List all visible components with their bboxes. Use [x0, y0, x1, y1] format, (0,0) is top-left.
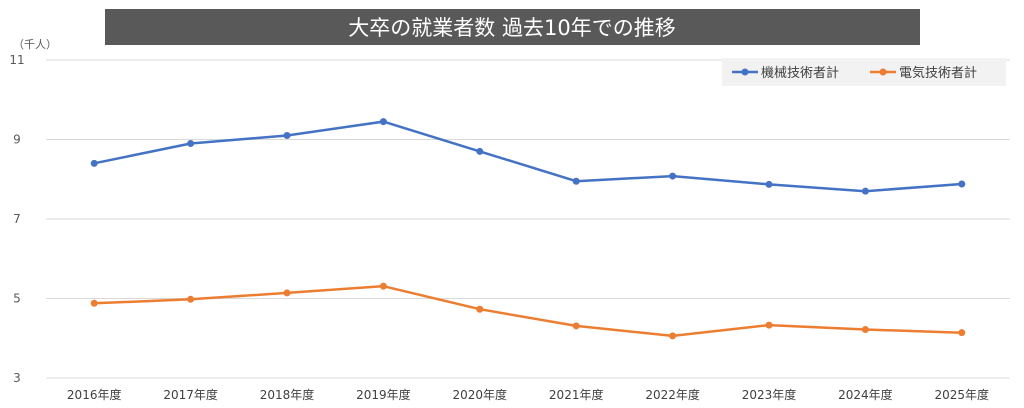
series-1-point-9 — [958, 329, 966, 337]
y-tick-label-4: 11 — [9, 53, 24, 67]
series-0-point-5 — [572, 177, 580, 185]
y-tick-label-1: 5 — [13, 292, 21, 306]
series-line-0 — [93, 120, 962, 193]
series-0-point-9 — [958, 180, 966, 188]
series-1-point-5 — [572, 322, 580, 330]
x-tick-label-3: 2019年度 — [356, 387, 411, 402]
series-1-point-6 — [669, 332, 677, 340]
legend: 機械技術者計 電気技術者計 — [722, 58, 1006, 86]
y-axis-ticks: 3 5 7 9 11 — [9, 53, 24, 385]
series-line-1 — [94, 284, 962, 338]
legend-label-series-1: 電気技術者計 — [899, 65, 977, 81]
x-tick-label-6: 2022年度 — [645, 387, 700, 402]
series-1-point-2 — [283, 289, 291, 297]
series-lines — [90, 118, 966, 340]
series-0-point-0 — [90, 159, 98, 167]
legend-label-series-0: 機械技術者計 — [761, 65, 839, 81]
legend-background — [722, 58, 1006, 86]
x-tick-label-2: 2018年度 — [260, 387, 315, 402]
series-0-point-8 — [861, 187, 869, 195]
x-tick-label-4: 2020年度 — [453, 387, 508, 402]
legend-item-series-0: 機械技術者計 — [732, 65, 839, 81]
x-tick-label-7: 2023年度 — [742, 387, 797, 402]
series-0-point-2 — [283, 132, 291, 140]
y-tick-label-2: 7 — [13, 212, 21, 226]
series-0-point-1 — [187, 139, 195, 147]
x-tick-label-9: 2025年度 — [935, 387, 990, 402]
x-axis-ticks: 2016年度 2017年度 2018年度 2019年度 2020年度 2021年度 2022… — [67, 387, 989, 402]
series-0-point-4 — [476, 147, 484, 155]
x-tick-label-1: 2017年度 — [163, 387, 218, 402]
series-1-point-1 — [187, 295, 195, 303]
series-1-point-4 — [476, 305, 484, 313]
y-tick-label-3: 9 — [13, 133, 21, 147]
legend-marker-series-0 — [741, 68, 749, 76]
series-1-point-0 — [90, 299, 98, 307]
chart-title: 大卒の就業者数 過去10年での推移 — [348, 16, 675, 40]
legend-marker-series-1 — [879, 68, 887, 76]
series-0-point-7 — [765, 180, 773, 188]
series-1-point-7 — [765, 321, 773, 329]
title-background — [105, 9, 920, 45]
series-1-point-3 — [379, 282, 387, 290]
x-tick-label-0: 2016年度 — [67, 387, 122, 402]
x-tick-label-8: 2024年度 — [838, 387, 893, 402]
unit-label: （千人） — [13, 38, 57, 51]
title-banner: 大卒の就業者数 過去10年での推移 — [105, 9, 920, 45]
series-0-point-6 — [669, 172, 677, 180]
y-tick-label-0: 3 — [13, 371, 21, 385]
legend-item-series-1: 電気技術者計 — [870, 65, 977, 81]
x-tick-label-5: 2021年度 — [549, 387, 604, 402]
series-0-point-3 — [379, 118, 387, 126]
series-1-point-8 — [861, 326, 869, 334]
